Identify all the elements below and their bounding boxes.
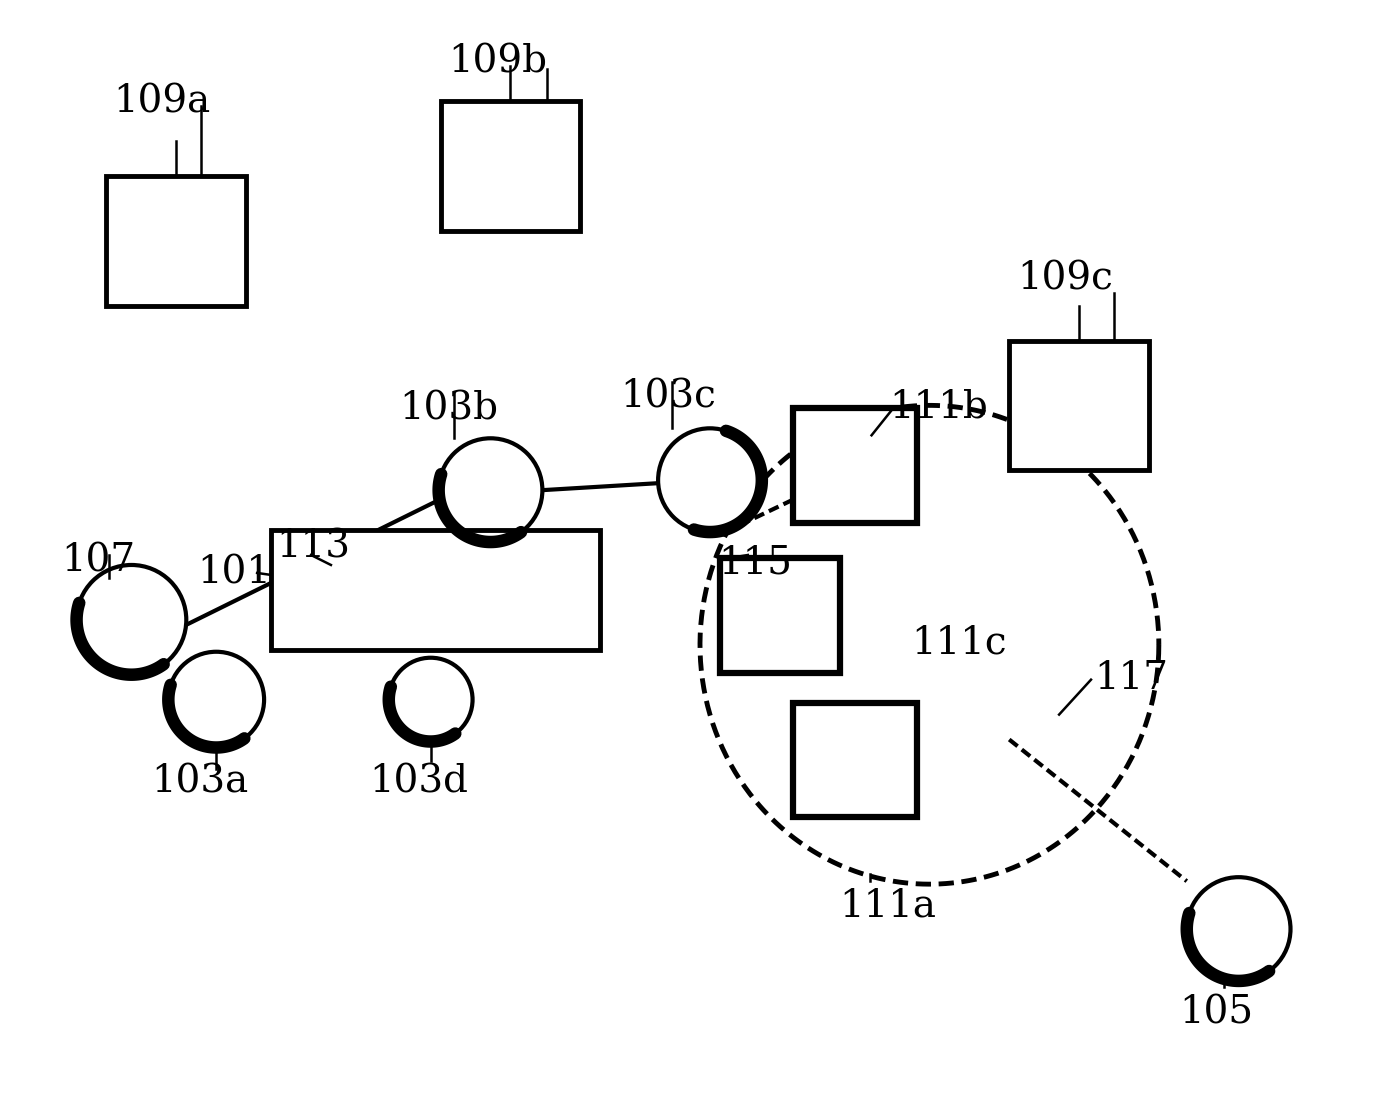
Circle shape	[388, 658, 473, 742]
Bar	[1009, 340, 1149, 470]
Text: 103a: 103a	[151, 764, 248, 800]
Text: 103c: 103c	[620, 379, 716, 415]
Bar	[793, 408, 917, 523]
Bar	[271, 530, 600, 650]
Text: 111b: 111b	[889, 389, 988, 425]
Circle shape	[658, 428, 762, 532]
Text: 111a: 111a	[839, 888, 937, 924]
Circle shape	[1187, 878, 1290, 981]
Text: 113: 113	[276, 528, 350, 565]
Bar	[106, 176, 246, 306]
Text: 109a: 109a	[113, 83, 211, 120]
Text: 103d: 103d	[369, 764, 468, 800]
Text: 107: 107	[61, 542, 135, 578]
Text: 115: 115	[718, 544, 792, 581]
Circle shape	[438, 438, 543, 542]
Bar	[793, 702, 917, 817]
Text: 111c: 111c	[912, 625, 1007, 661]
Text: 101: 101	[197, 555, 271, 592]
Text: 117: 117	[1094, 660, 1168, 697]
Bar	[720, 558, 839, 672]
Text: 105: 105	[1178, 995, 1254, 1032]
Text: 103b: 103b	[399, 391, 498, 427]
Bar	[441, 102, 581, 231]
Circle shape	[169, 651, 264, 747]
Text: 109c: 109c	[1018, 261, 1113, 298]
Circle shape	[77, 565, 186, 675]
Text: 109b: 109b	[448, 43, 547, 81]
